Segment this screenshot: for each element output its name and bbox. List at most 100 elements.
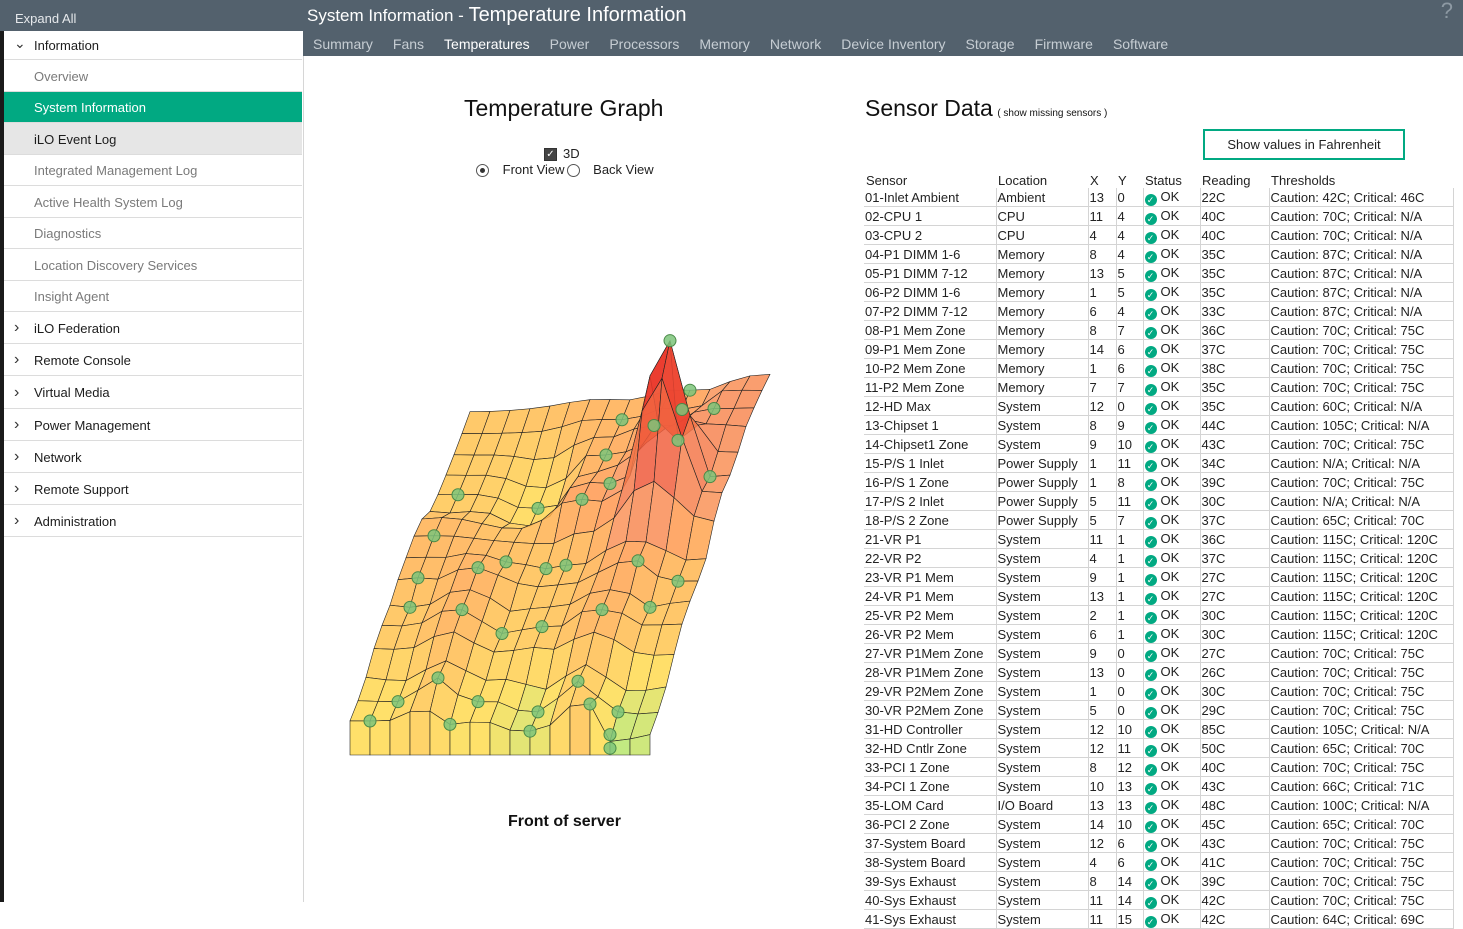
cell-y: 0 xyxy=(1116,681,1144,701)
sidebar-item-ilo-federation[interactable]: › iLO Federation xyxy=(4,312,302,344)
sensor-point-34-pci-1-zone[interactable] xyxy=(647,418,661,432)
cell-x: 2 xyxy=(1088,605,1117,625)
sensor-point-15-p-s-1-inlet[interactable] xyxy=(451,488,465,502)
tab-processors[interactable]: Processors xyxy=(609,36,680,52)
show-missing-sensors-link[interactable]: ( show missing sensors ) xyxy=(997,108,1108,119)
back-view-radio[interactable] xyxy=(566,164,580,178)
sidebar-item-location-discovery-services[interactable]: Location Discovery Services xyxy=(4,249,302,281)
sensor-point-06-p2-dimm-1-6[interactable] xyxy=(403,600,417,614)
sensor-point-07-p2-dimm-7-12[interactable] xyxy=(495,626,509,640)
tab-storage[interactable]: Storage xyxy=(965,36,1015,52)
front-view-radio[interactable] xyxy=(476,164,489,178)
cell-location: Memory xyxy=(996,282,1089,302)
sensor-point-26-vr-p2-mem[interactable] xyxy=(471,695,485,709)
checkbox-3d[interactable]: ✓ xyxy=(544,148,557,162)
status-text: OK xyxy=(1160,531,1180,546)
cell-reading: 22C xyxy=(1200,188,1270,207)
tab-firmware[interactable]: Firmware xyxy=(1034,36,1093,52)
tab-power[interactable]: Power xyxy=(549,36,590,52)
cell-x: 4 xyxy=(1088,852,1117,872)
sidebar-item-system-information[interactable]: System Information xyxy=(4,92,302,123)
sidebar-item-information[interactable]: ⌄ Information xyxy=(4,31,302,60)
cell-x: 11 xyxy=(1088,206,1117,226)
tab-summary[interactable]: Summary xyxy=(313,36,373,52)
sensor-point-27-vr-p1mem-zone[interactable] xyxy=(523,724,537,738)
tab-memory[interactable]: Memory xyxy=(699,36,750,52)
cell-sensor: 25-VR P2 Mem xyxy=(864,605,997,625)
sensor-point-04-p1-dimm-1-6[interactable] xyxy=(535,620,549,634)
sensor-point-38-system-board[interactable] xyxy=(471,561,485,575)
sensor-point-21-vr-p1[interactable] xyxy=(571,674,585,688)
chevron-right-icon: › xyxy=(14,416,20,433)
sensor-point-39-sys-exhaust[interactable] xyxy=(615,413,629,427)
cell-location: Memory xyxy=(996,263,1089,283)
sidebar-item-remote-support[interactable]: › Remote Support xyxy=(4,473,302,505)
expand-all-button[interactable]: Expand All xyxy=(0,0,303,31)
sensor-point-18-p-s-2-zone[interactable] xyxy=(499,555,513,569)
sensor-point-37-system-board[interactable] xyxy=(631,554,645,568)
cell-location: System xyxy=(996,529,1089,549)
sidebar-item-insight-agent[interactable]: Insight Agent xyxy=(4,281,302,312)
sidebar-item-overview[interactable]: Overview xyxy=(4,60,302,92)
cell-thresholds: Caution: 60C; Critical: N/A xyxy=(1269,396,1454,416)
sensor-point-12-hd-max[interactable] xyxy=(583,697,597,711)
sidebar-item-power-management[interactable]: › Power Management xyxy=(4,409,302,441)
tab-device-inventory[interactable]: Device Inventory xyxy=(841,36,946,52)
sensor-point-09-p1-mem-zone[interactable] xyxy=(671,574,685,588)
sensor-point-41-sys-exhaust[interactable] xyxy=(683,383,697,397)
sensor-point-03-cpu-2[interactable] xyxy=(455,603,469,617)
sensor-point-36-pci-2-zone[interactable] xyxy=(703,470,717,484)
tab-software[interactable]: Software xyxy=(1112,36,1169,52)
sensor-point-28-vr-p1mem-zone[interactable] xyxy=(603,728,617,742)
cell-x: 8 xyxy=(1088,320,1117,340)
cell-sensor: 06-P2 DIMM 1-6 xyxy=(864,282,997,302)
sidebar-item-ilo-event-log[interactable]: iLO Event Log xyxy=(4,123,302,155)
option-3d[interactable]: ✓ 3D xyxy=(544,146,580,162)
sensor-point-40-sys-exhaust[interactable] xyxy=(675,403,689,417)
cell-sensor: 14-Chipset1 Zone xyxy=(864,434,997,454)
sensor-point-11-p2-mem-zone[interactable] xyxy=(539,562,553,576)
cell-thresholds: Caution: 70C; Critical: 75C xyxy=(1269,643,1454,663)
tab-network[interactable]: Network xyxy=(769,36,822,52)
sensor-point-23-vr-p1-mem[interactable] xyxy=(531,705,545,719)
column-header-reading: Reading xyxy=(1202,173,1251,188)
cell-x: 5 xyxy=(1088,491,1117,511)
sensor-point-05-p1-dimm-7-12[interactable] xyxy=(643,600,657,614)
sensor-point-01-inlet-ambient[interactable] xyxy=(603,741,617,755)
cell-status: ✓ OK xyxy=(1143,719,1201,739)
sensor-point-35-lom-card[interactable] xyxy=(707,401,721,415)
sidebar-item-integrated-management-log[interactable]: Integrated Management Log xyxy=(4,155,302,186)
sensor-point-24-vr-p1-mem[interactable] xyxy=(611,705,625,719)
page-title: System Information - Temperature Informa… xyxy=(307,4,686,27)
cell-thresholds: Caution: N/A; Critical: N/A xyxy=(1269,453,1454,473)
sidebar-item-remote-console[interactable]: › Remote Console xyxy=(4,344,302,376)
sidebar-item-virtual-media[interactable]: › Virtual Media xyxy=(4,376,302,409)
tab-fans[interactable]: Fans xyxy=(392,36,425,52)
sensor-point-29-vr-p2mem-zone[interactable] xyxy=(363,714,377,728)
cell-reading: 40C xyxy=(1200,206,1270,226)
cell-status: ✓ OK xyxy=(1143,263,1201,283)
sidebar-item-diagnostics[interactable]: Diagnostics xyxy=(4,218,302,249)
show-fahrenheit-button[interactable]: Show values in Fahrenheit xyxy=(1203,129,1405,160)
sensor-point-33-pci-1-zone[interactable] xyxy=(599,448,613,462)
sensor-point-10-p2-mem-zone[interactable] xyxy=(411,571,425,585)
sensor-point-14-chipset1-zone[interactable] xyxy=(603,476,617,490)
sidebar-item-network[interactable]: › Network xyxy=(4,441,302,473)
sensor-point-17-p-s-2-inlet[interactable] xyxy=(531,501,545,515)
sensor-point-31-hd-controller[interactable] xyxy=(663,334,677,348)
sensor-point-08-p1-mem-zone[interactable] xyxy=(559,558,573,572)
cell-status: ✓ OK xyxy=(1143,377,1201,397)
sensor-point-30-vr-p2mem-zone[interactable] xyxy=(443,717,457,731)
question-mark-icon[interactable]: ? xyxy=(1440,0,1453,23)
sensor-point-16-p-s-1-zone[interactable] xyxy=(427,529,441,543)
sensor-point-22-vr-p2[interactable] xyxy=(431,671,445,685)
sensor-point-32-hd-cntlr-zone[interactable] xyxy=(671,433,685,447)
tab-temperatures[interactable]: Temperatures xyxy=(444,36,530,52)
sensor-point-02-cpu-1[interactable] xyxy=(595,603,609,617)
column-header-location: Location xyxy=(998,173,1048,188)
sensor-point-25-vr-p2-mem[interactable] xyxy=(391,695,405,709)
sidebar-item-administration[interactable]: › Administration xyxy=(4,505,302,537)
sidebar-item-active-health-system-log[interactable]: Active Health System Log xyxy=(4,186,302,218)
table-row: 12-HD Max System 12 0 ✓ OK 35C Caution: 60C; Cr… xyxy=(864,396,1454,416)
sensor-point-13-chipset-1[interactable] xyxy=(575,492,589,506)
